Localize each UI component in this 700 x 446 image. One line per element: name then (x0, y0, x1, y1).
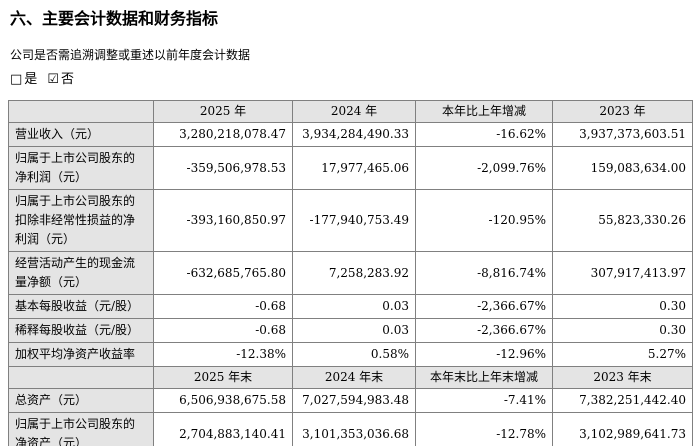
header-2025-end: 2025 年末 (153, 366, 293, 389)
cell-value: 3,280,218,078.47 (153, 122, 293, 147)
header-2023-end: 2023 年末 (552, 366, 693, 389)
table-row-diluted-eps: 稀释每股收益（元/股） -0.68 0.03 -2,366.67% 0.30 (8, 318, 693, 343)
cell-value: 7,258,283.92 (292, 251, 416, 295)
financial-indicators-table: 2025 年 2024 年 本年比上年增减 2023 年 营业收入（元） 3,2… (8, 100, 693, 446)
table-row-operating-cash-flow: 经营活动产生的现金流量净额（元） -632,685,765.80 7,258,2… (8, 251, 693, 295)
cell-value: 3,101,353,036.68 (292, 412, 416, 446)
restatement-answer: □ 是 ☑ 否 (10, 72, 692, 88)
cell-value: 7,382,251,442.40 (552, 388, 693, 413)
header-2024: 2024 年 (292, 100, 416, 123)
cell-value: 0.03 (292, 294, 416, 319)
checkbox-no: ☑ 否 (47, 72, 74, 88)
checkbox-no-label: 否 (60, 72, 74, 87)
cell-value: 3,934,284,490.33 (292, 122, 416, 147)
row-label: 稀释每股收益（元/股） (8, 318, 154, 343)
cell-value: -16.62% (415, 122, 553, 147)
header-yoy-change: 本年比上年增减 (415, 100, 553, 123)
cell-value: 17,977,465.06 (292, 146, 416, 190)
section-title: 六、主要会计数据和财务指标 (10, 11, 219, 28)
header-2024-end: 2024 年末 (292, 366, 416, 389)
cell-value: 3,102,989,641.73 (552, 412, 693, 446)
cell-value: -2,099.76% (415, 146, 553, 190)
checkbox-yes: □ 是 (10, 72, 37, 88)
row-label: 基本每股收益（元/股） (8, 294, 154, 319)
cell-value: 6,506,938,675.58 (153, 388, 293, 413)
header-empty (8, 100, 154, 123)
checkbox-checked-icon: ☑ (47, 72, 59, 87)
cell-value: 307,917,413.97 (552, 251, 693, 295)
cell-value: -393,160,850.97 (153, 189, 293, 252)
table-row-net-assets: 归属于上市公司股东的净资产（元） 2,704,883,140.41 3,101,… (8, 412, 693, 446)
cell-value: 3,937,373,603.51 (552, 122, 693, 147)
cell-value: 7,027,594,983.48 (292, 388, 416, 413)
cell-value: 0.30 (552, 318, 693, 343)
table-row-basic-eps: 基本每股收益（元/股） -0.68 0.03 -2,366.67% 0.30 (8, 294, 693, 319)
cell-value: -0.68 (153, 318, 293, 343)
cell-value: 2,704,883,140.41 (153, 412, 293, 446)
cell-value: -177,940,753.49 (292, 189, 416, 252)
cell-value: -12.78% (415, 412, 553, 446)
table-row-net-profit-excl-nonrecurring: 归属于上市公司股东的扣除非经常性损益的净利润（元） -393,160,850.9… (8, 189, 693, 252)
table-header-row-year-end: 2025 年末 2024 年末 本年末比上年末增减 2023 年末 (8, 366, 693, 389)
table-row-net-profit: 归属于上市公司股东的净利润（元） -359,506,978.53 17,977,… (8, 146, 693, 190)
row-label: 归属于上市公司股东的扣除非经常性损益的净利润（元） (8, 189, 154, 252)
cell-value: -2,366.67% (415, 318, 553, 343)
cell-value: 0.03 (292, 318, 416, 343)
cell-value: -7.41% (415, 388, 553, 413)
cell-value: -8,816.74% (415, 251, 553, 295)
row-label: 加权平均净资产收益率 (8, 342, 154, 367)
cell-value: -359,506,978.53 (153, 146, 293, 190)
header-empty (8, 366, 154, 389)
row-label: 归属于上市公司股东的净利润（元） (8, 146, 154, 190)
cell-value: 55,823,330.26 (552, 189, 693, 252)
table-row-total-assets: 总资产（元） 6,506,938,675.58 7,027,594,983.48… (8, 388, 693, 413)
cell-value: 5.27% (552, 342, 693, 367)
row-label: 归属于上市公司股东的净资产（元） (8, 412, 154, 446)
header-2023: 2023 年 (552, 100, 693, 123)
cell-value: -2,366.67% (415, 294, 553, 319)
cell-value: -632,685,765.80 (153, 251, 293, 295)
table-row-revenue: 营业收入（元） 3,280,218,078.47 3,934,284,490.3… (8, 122, 693, 147)
cell-value: -0.68 (153, 294, 293, 319)
cell-value: -12.96% (415, 342, 553, 367)
cell-value: -120.95% (415, 189, 553, 252)
header-2025: 2025 年 (153, 100, 293, 123)
cell-value: 159,083,634.00 (552, 146, 693, 190)
cell-value: 0.30 (552, 294, 693, 319)
row-label: 总资产（元） (8, 388, 154, 413)
row-label: 经营活动产生的现金流量净额（元） (8, 251, 154, 295)
cell-value: -12.38% (153, 342, 293, 367)
table-row-weighted-avg-roe: 加权平均净资产收益率 -12.38% 0.58% -12.96% 5.27% (8, 342, 693, 367)
row-label: 营业收入（元） (8, 122, 154, 147)
checkbox-unchecked-icon: □ (10, 72, 23, 87)
cell-value: 0.58% (292, 342, 416, 367)
restatement-question: 公司是否需追溯调整或重述以前年度会计数据 (10, 48, 251, 62)
header-year-end-change: 本年末比上年末增减 (415, 366, 553, 389)
table-header-row-annual: 2025 年 2024 年 本年比上年增减 2023 年 (8, 100, 693, 123)
checkbox-yes-label: 是 (24, 72, 38, 87)
